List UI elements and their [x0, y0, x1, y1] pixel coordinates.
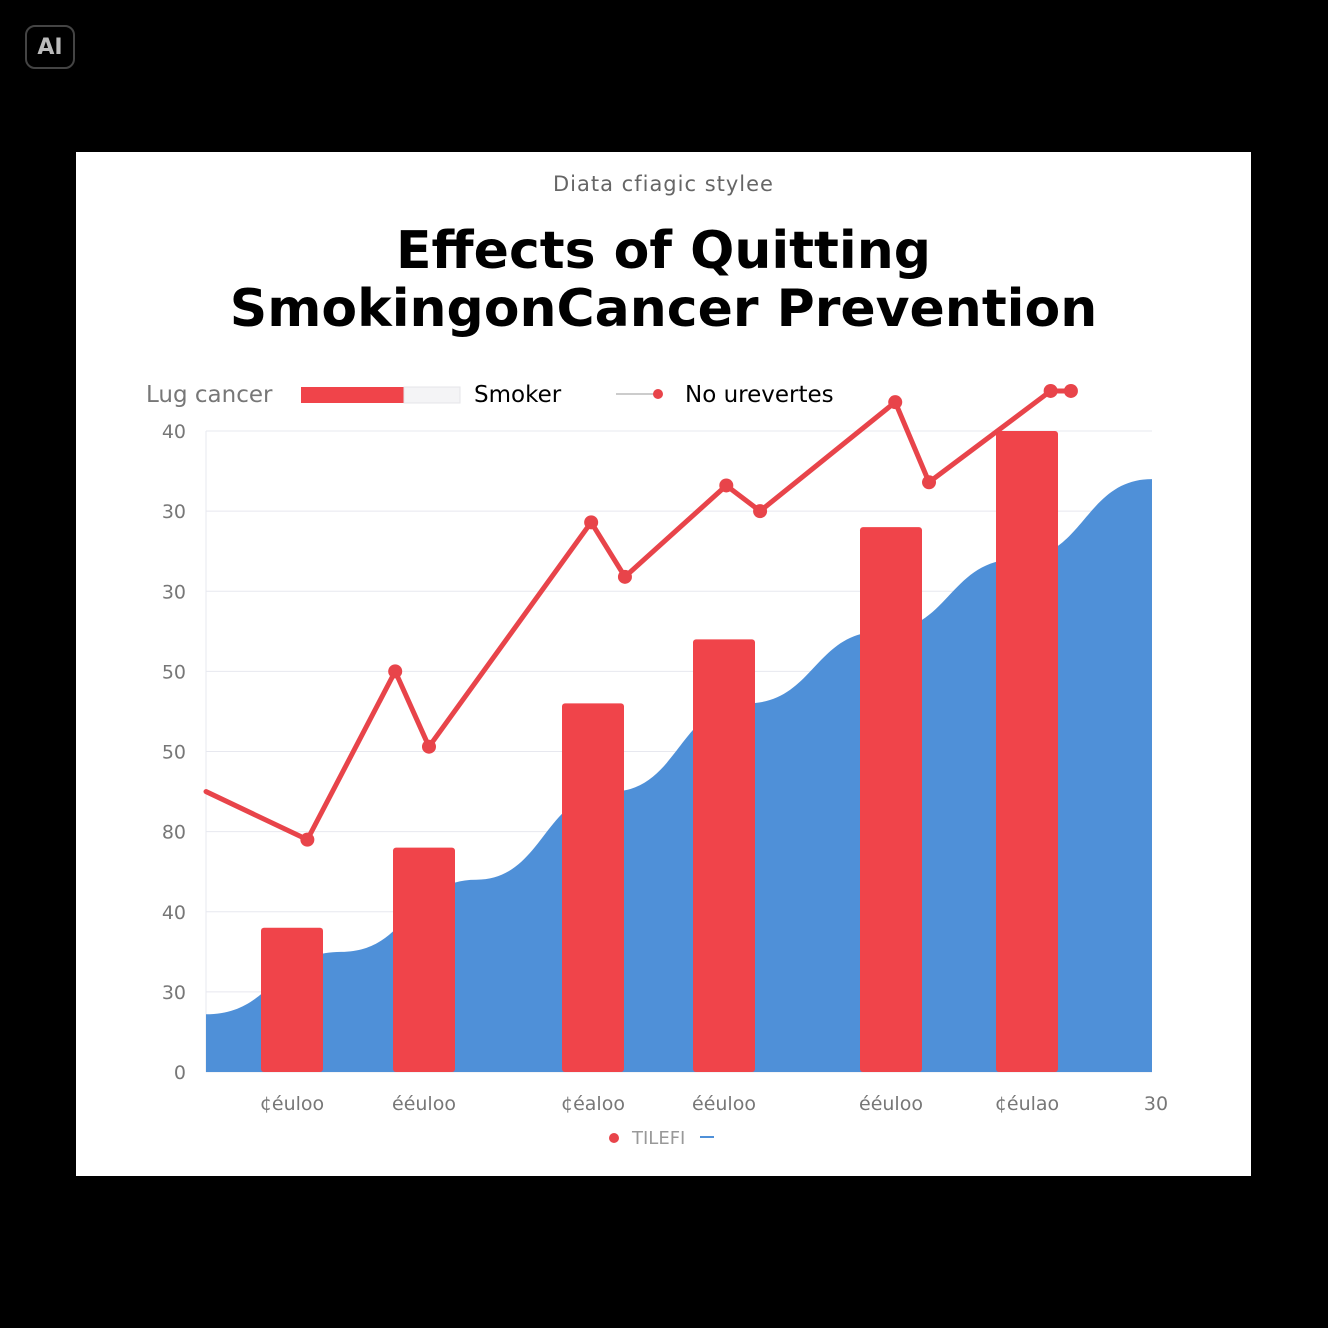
y-tick-label: 40: [162, 902, 186, 924]
y-tick-label: 80: [162, 822, 186, 844]
bottom-legend: TILEFI: [609, 1128, 714, 1149]
y-tick-label: 0: [174, 1062, 186, 1084]
bar: [562, 703, 624, 1072]
y-tick-label: 50: [162, 742, 186, 764]
bar: [693, 639, 755, 1072]
y-tick-label: 30: [162, 581, 186, 603]
x-tick-label: 30: [1144, 1093, 1168, 1115]
x-tick-label: ¢éuloo: [260, 1093, 324, 1115]
legend-label-left: Lug cancer: [146, 382, 273, 408]
bar-series: [261, 431, 1058, 1072]
chart-card: Diata cfiagic stylee Effects of Quitting…: [76, 152, 1251, 1176]
chart-title: Effects of Quitting SmokingonCancer Prev…: [76, 222, 1251, 338]
line-point: [388, 664, 403, 679]
line-point: [1043, 383, 1058, 398]
y-axis: 40 30 30 50 50 80 40 30 0: [162, 421, 186, 1084]
line-point: [888, 395, 903, 410]
chart-svg: 40 30 30 50 50 80 40 30 0 ¢éuloo ééuloo ¢éaloo ééul…: [146, 382, 1168, 1149]
chart-title-line2: SmokingonCancer Prevention: [229, 279, 1098, 339]
x-tick-label: ¢éaloo: [561, 1093, 625, 1115]
x-tick-label: ééuloo: [859, 1093, 923, 1115]
line-point: [617, 569, 632, 584]
line-path: [203, 388, 1074, 843]
bottom-legend-label: TILEFI: [631, 1128, 685, 1149]
chart-subtitle: Diata cfiagic stylee: [553, 172, 774, 196]
x-tick-label: ééuloo: [692, 1093, 756, 1115]
line-point: [1063, 383, 1078, 398]
chart-title-line1: Effects of Quitting: [396, 221, 931, 281]
line-point: [922, 475, 937, 490]
line-point: [300, 832, 315, 847]
x-tick-label: ééuloo: [392, 1093, 456, 1115]
legend: Lug cancer Smoker No urevertes: [146, 382, 834, 408]
x-tick-label: ¢éulao: [995, 1093, 1059, 1115]
legend-swatch-bar-track: [403, 386, 461, 404]
bar: [996, 431, 1058, 1072]
y-tick-label: 30: [162, 982, 186, 1004]
y-tick-label: 40: [162, 421, 186, 443]
line-point: [584, 515, 599, 530]
y-tick-label: 50: [162, 661, 186, 683]
line-point: [421, 739, 436, 754]
line-series: [203, 383, 1078, 847]
bottom-legend-dot: [609, 1133, 619, 1143]
legend-swatch-bar: [301, 387, 404, 403]
bar: [261, 927, 323, 1072]
legend-line-marker: [653, 389, 663, 399]
bar: [393, 847, 455, 1072]
y-tick-label: 30: [162, 501, 186, 523]
line-point: [719, 478, 734, 493]
legend-label-smoker: Smoker: [474, 382, 562, 408]
x-axis: ¢éuloo ééuloo ¢éaloo ééuloo ééuloo ¢éulao 30: [260, 1093, 1168, 1115]
bar: [860, 527, 922, 1072]
legend-label-right: No urevertes: [685, 382, 834, 408]
line-point: [753, 504, 768, 519]
ai-badge: AI: [25, 25, 75, 69]
